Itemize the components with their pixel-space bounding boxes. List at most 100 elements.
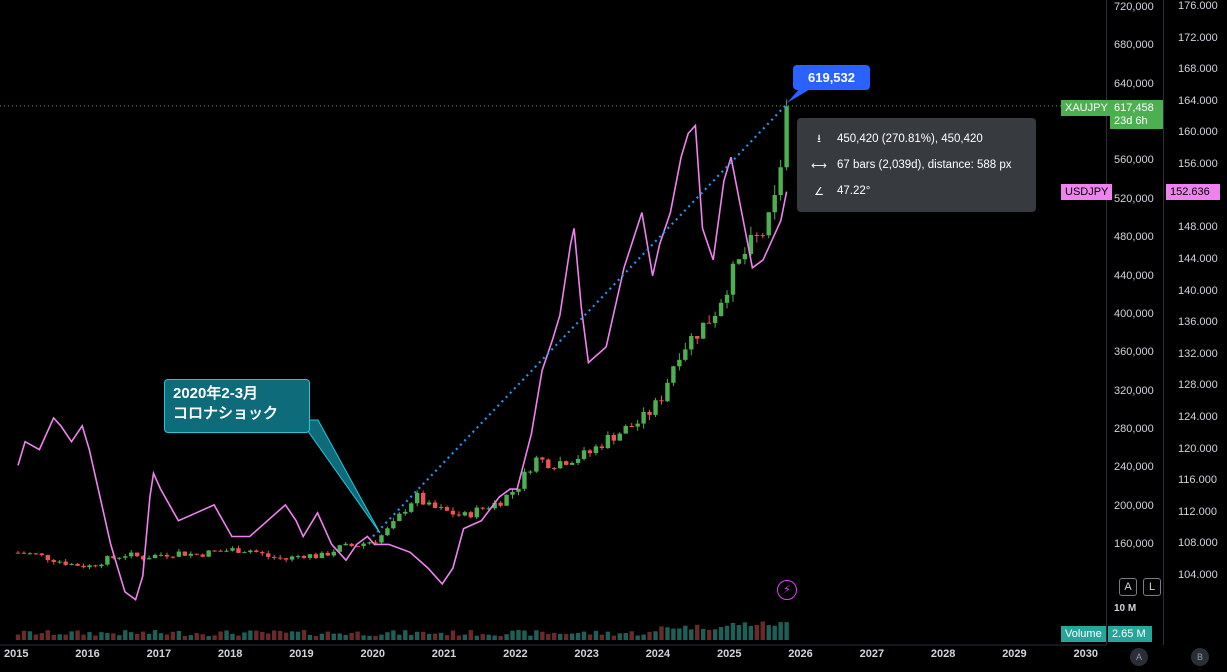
volume-bar <box>736 625 742 640</box>
right-axis-separator <box>1163 0 1164 645</box>
volume-bar <box>117 635 122 640</box>
time-axis-tick: 2022 <box>503 648 528 660</box>
annotation-pointer <box>299 419 381 534</box>
usdjpy-line <box>17 123 788 602</box>
volume-bar <box>200 634 205 640</box>
volume-bar <box>146 633 152 640</box>
volume-bar <box>659 626 664 640</box>
volume-bar <box>248 630 253 640</box>
candle-body <box>724 294 730 303</box>
candle-body <box>432 502 438 509</box>
right-axis-tick: 112.000 <box>1178 505 1217 518</box>
left-axis-tick: 440,000 <box>1114 269 1154 282</box>
volume-bar <box>492 635 497 640</box>
candle-body <box>409 503 414 512</box>
candle-body <box>81 565 86 568</box>
xaujpy-price-tag: 617,458 <box>1110 100 1163 116</box>
measure-bars-text: 67 bars (2,039d), distance: 588 px <box>837 159 1012 171</box>
volume-bar <box>170 631 176 640</box>
candle-body <box>522 471 527 489</box>
bars-range-icon: ⟷ <box>811 159 827 172</box>
volume-bar <box>563 634 569 640</box>
covid-annotation[interactable]: 2020年2-3月 コロナショック <box>164 379 310 433</box>
volume-bar <box>718 627 724 640</box>
xaujpy-countdown-tag: 23d 6h <box>1110 113 1163 129</box>
usdjpy-price-tag: 152.636 <box>1166 184 1220 200</box>
log-scale-button[interactable]: L <box>1143 578 1161 596</box>
bottom-auto-button[interactable]: A <box>1130 648 1148 666</box>
volume-bar <box>456 635 462 640</box>
candle-body <box>301 555 307 558</box>
volume-bar <box>784 622 789 640</box>
volume-bar <box>450 630 456 640</box>
volume-bar <box>361 635 366 640</box>
volume-bar <box>748 625 754 640</box>
volume-bar <box>742 622 748 640</box>
candle-body <box>385 528 390 536</box>
bottom-b-button[interactable]: B <box>1191 648 1209 666</box>
angle-icon: ∠ <box>814 185 824 198</box>
right-axis-tick: 168.000 <box>1178 63 1218 76</box>
candle-body <box>468 512 474 518</box>
xaujpy-symbol-tag: XAUJPY <box>1061 100 1112 116</box>
volume-bar <box>373 635 378 640</box>
candle-body <box>635 423 640 427</box>
volume-bar <box>605 631 611 640</box>
candle-body <box>438 507 444 509</box>
volume-bar <box>188 635 193 640</box>
candle-body <box>194 553 199 555</box>
volume-bar <box>254 630 259 640</box>
left-axis-tick: 360,000 <box>1114 346 1154 359</box>
time-axis-tick: 2026 <box>788 648 813 660</box>
candle-body <box>552 468 557 470</box>
candle-body <box>587 450 593 454</box>
lightning-icon[interactable]: ⚡ <box>777 580 797 600</box>
candle-body <box>283 558 289 560</box>
volume-bar <box>468 630 474 640</box>
candle-body <box>21 552 27 554</box>
candle-body <box>492 502 497 509</box>
volume-bar <box>689 629 694 640</box>
volume-bar <box>21 630 27 640</box>
time-axis-tick: 2016 <box>75 648 100 660</box>
left-axis-tick: 400,000 <box>1114 307 1154 320</box>
volume-bar <box>569 633 575 640</box>
volume-bar <box>444 635 450 640</box>
auto-scale-button[interactable]: A <box>1119 578 1137 596</box>
volume-bar <box>623 633 628 640</box>
volume-bar <box>331 633 336 640</box>
candle-body <box>218 550 223 552</box>
volume-bar <box>15 634 21 640</box>
candle-body <box>188 553 193 556</box>
candle-body <box>647 411 652 415</box>
left-axis-tick: 280,000 <box>1114 422 1154 435</box>
candle-body <box>33 553 39 555</box>
candle-body <box>27 553 33 555</box>
right-axis-tick: 124.000 <box>1178 410 1218 423</box>
volume-bar <box>140 631 146 640</box>
volume-bar <box>409 635 414 640</box>
volume-bar <box>754 624 760 640</box>
volume-bar <box>325 631 331 640</box>
volume-bar <box>295 631 301 640</box>
volume-bar <box>81 634 86 640</box>
candle-body <box>206 550 211 557</box>
candle-body <box>313 554 319 559</box>
annotation-line-2: コロナショック <box>173 405 279 422</box>
measure-value-label: 619,532 <box>793 65 870 90</box>
candle-body <box>760 235 765 237</box>
candle-body <box>129 552 134 557</box>
candle-body <box>730 263 736 295</box>
candle-body <box>200 554 205 557</box>
volume-bar <box>134 633 140 640</box>
candle-body <box>277 557 283 559</box>
candle-body <box>39 553 45 555</box>
volume-bar <box>665 627 670 640</box>
time-axis-tick: 2023 <box>574 648 599 660</box>
time-axis-tick: 2030 <box>1073 648 1098 660</box>
candle-body <box>319 552 325 559</box>
volume-bar <box>242 632 247 640</box>
candle-body <box>754 234 760 236</box>
volume-bar <box>432 633 438 640</box>
